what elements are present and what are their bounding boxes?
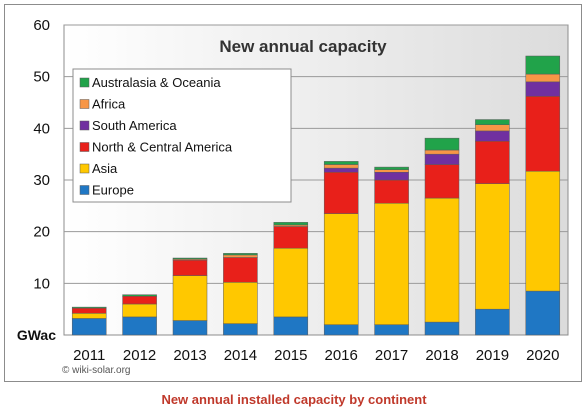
- legend-label: Asia: [92, 161, 118, 176]
- bar-segment: [424, 149, 460, 155]
- bars: [71, 55, 561, 336]
- legend: Australasia & Oceania Africa South America…: [72, 68, 292, 203]
- bar-segment: [424, 137, 460, 151]
- bar-segment: [374, 172, 409, 181]
- bar-segment: [122, 294, 157, 297]
- figure-caption: New annual installed capacity by contine…: [161, 392, 427, 407]
- bar-segment: [223, 282, 258, 324]
- bar-segment: [71, 307, 107, 314]
- bar-segment: [172, 275, 208, 321]
- bar-segment: [475, 308, 510, 336]
- bar-segment: [172, 257, 208, 260]
- x-tick-label: 2017: [375, 347, 408, 364]
- y-axis-label: GWac: [17, 327, 56, 343]
- legend-label: South America: [92, 118, 177, 133]
- legend-label: Africa: [92, 97, 126, 112]
- bar-segment: [172, 259, 208, 276]
- y-tick-label: 10: [33, 275, 50, 292]
- legend-box: [72, 68, 292, 203]
- x-tick-label: 2020: [526, 347, 559, 364]
- bar-segment: [122, 296, 157, 305]
- bar-segment: [323, 172, 359, 214]
- bar-segment: [475, 141, 510, 184]
- bar-segment: [525, 81, 561, 97]
- x-tick-label: 2019: [476, 347, 509, 364]
- bar-segment: [323, 164, 359, 169]
- bar-segment: [323, 161, 359, 165]
- y-tick-label: 40: [33, 120, 50, 137]
- bar-segment: [71, 306, 107, 309]
- bar-segment: [172, 320, 208, 336]
- bar-segment: [475, 124, 510, 132]
- bar-segment: [374, 166, 409, 170]
- legend-swatch: [79, 185, 90, 195]
- bar-segment: [273, 226, 309, 249]
- chart-title: New annual capacity: [219, 37, 387, 56]
- bar-segment: [525, 290, 561, 336]
- x-tick-label: 2013: [173, 347, 206, 364]
- y-tick-label: 60: [33, 17, 50, 34]
- bar-segment: [122, 303, 157, 318]
- legend-label: North & Central America: [92, 140, 233, 155]
- bar-segment: [424, 164, 460, 199]
- bar-segment: [122, 316, 157, 336]
- bar-segment: [475, 119, 510, 125]
- chart: 10 20 30 40 50 60 GWac 2011 2012 2013 2014 2015 2016…: [17, 17, 569, 364]
- y-tick-label: 20: [33, 224, 50, 241]
- bar-segment: [374, 169, 409, 173]
- bar-segment: [374, 179, 409, 204]
- x-tick-label: 2015: [274, 347, 307, 364]
- chart-frame: 10 20 30 40 50 60 GWac 2011 2012 2013 2014 2015 2016…: [4, 4, 582, 382]
- legend-swatch: [79, 163, 90, 174]
- bar-segment: [475, 130, 510, 142]
- x-tick-label: 2011: [73, 347, 105, 364]
- bar-segment: [374, 324, 409, 336]
- legend-swatch: [79, 142, 90, 152]
- bar-segment: [525, 96, 561, 172]
- bar-segment: [71, 313, 107, 319]
- bar-segment: [223, 257, 258, 283]
- bar-segment: [424, 153, 460, 165]
- axes: 10 20 30 40 50 60 GWac 2011 2012 2013 2014 2015 2016…: [17, 17, 560, 364]
- bar-segment: [223, 254, 258, 258]
- x-tick-label: 2018: [425, 347, 458, 364]
- bar-segment: [273, 247, 309, 318]
- bar-segment: [525, 170, 561, 292]
- legend-swatch: [79, 77, 90, 88]
- y-tick-label: 30: [33, 172, 50, 189]
- bar-segment: [525, 73, 561, 83]
- bar-segment: [323, 213, 359, 325]
- bar-segment: [475, 183, 510, 310]
- x-tick-label: 2014: [224, 347, 257, 364]
- legend-swatch: [79, 99, 90, 109]
- x-tick-label: 2016: [325, 347, 358, 364]
- bar-segment: [273, 222, 309, 226]
- x-tick-label: 2012: [123, 347, 156, 364]
- bar-segment: [71, 318, 107, 336]
- bar-segment: [525, 55, 561, 75]
- bar-segment: [374, 203, 409, 325]
- bar-segment: [323, 324, 359, 336]
- bar-segment: [323, 167, 359, 173]
- bar-segment: [223, 253, 258, 256]
- y-tick-label: 50: [33, 69, 50, 86]
- legend-swatch: [79, 120, 90, 131]
- legend-label: Europe: [92, 183, 134, 198]
- bar-segment: [424, 321, 460, 336]
- legend-label: Australasia & Oceania: [92, 75, 221, 90]
- bar-segment: [223, 323, 258, 336]
- bar-segment: [424, 197, 460, 323]
- bar-segment: [273, 316, 309, 336]
- credit-label: © wiki-solar.org: [62, 365, 131, 376]
